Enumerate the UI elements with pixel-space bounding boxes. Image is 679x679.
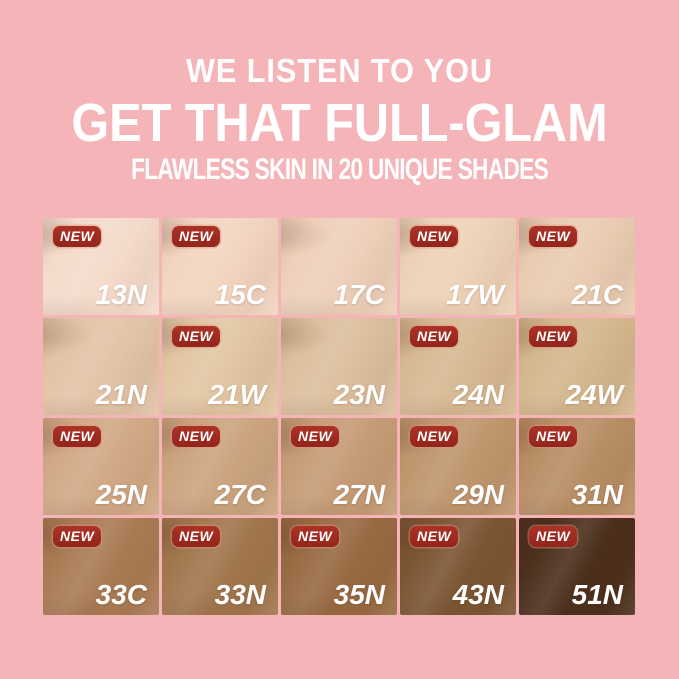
new-badge: NEW	[172, 526, 221, 547]
new-badge: NEW	[172, 226, 221, 247]
new-badge: NEW	[410, 226, 459, 247]
new-badge: NEW	[172, 326, 221, 347]
shade-swatch-23n: NEW 23N	[281, 318, 397, 415]
shade-swatch-43n: NEW 43N	[400, 518, 516, 615]
shade-code-label: 23N	[333, 379, 385, 410]
new-badge: NEW	[291, 426, 340, 447]
shade-swatch-25n: NEW 25N	[43, 418, 159, 515]
new-badge: NEW	[53, 426, 102, 447]
new-badge: NEW	[291, 526, 340, 547]
shade-code-label: 51N	[571, 579, 623, 610]
new-badge: NEW	[410, 426, 459, 447]
shade-code-label: 43N	[452, 579, 504, 610]
new-badge: NEW	[53, 526, 102, 547]
shade-swatch-17w: NEW 17W	[400, 218, 516, 315]
header-subtitle: FLAWLESS SKIN IN 20 UNIQUE SHADES	[130, 153, 549, 186]
shade-code-label: 35N	[333, 579, 385, 610]
new-badge: NEW	[529, 526, 578, 547]
shade-code-label: 27N	[333, 479, 385, 510]
shade-swatch-27c: NEW 27C	[162, 418, 278, 515]
shade-swatch-24w: NEW 24W	[519, 318, 635, 415]
shade-code-label: 29N	[452, 479, 504, 510]
shade-code-label: 24W	[565, 379, 623, 410]
header-tagline: WE LISTEN TO YOU	[185, 52, 494, 89]
shade-swatch-21n: NEW 21N	[43, 318, 159, 415]
shade-code-label: 33N	[214, 579, 266, 610]
shade-code-label: 21N	[95, 379, 147, 410]
shade-code-label: 13N	[95, 279, 147, 310]
shade-swatch-33n: NEW 33N	[162, 518, 278, 615]
shade-grid: NEW 13N NEW 15C NEW 17C NEW 17W NEW 21C …	[43, 218, 635, 615]
shade-swatch-17c: NEW 17C	[281, 218, 397, 315]
shade-swatch-27n: NEW 27N	[281, 418, 397, 515]
shade-code-label: 15C	[214, 279, 266, 310]
shade-code-label: 33C	[95, 579, 147, 610]
new-badge: NEW	[53, 226, 102, 247]
shade-code-label: 27C	[214, 479, 266, 510]
shade-code-label: 21C	[571, 279, 623, 310]
new-badge: NEW	[410, 526, 459, 547]
shade-code-label: 25N	[95, 479, 147, 510]
shade-swatch-29n: NEW 29N	[400, 418, 516, 515]
new-badge: NEW	[410, 326, 459, 347]
new-badge: NEW	[529, 326, 578, 347]
shade-swatch-13n: NEW 13N	[43, 218, 159, 315]
new-badge: NEW	[529, 426, 578, 447]
shade-code-label: 31N	[571, 479, 623, 510]
shade-code-label: 24N	[452, 379, 504, 410]
shade-swatch-35n: NEW 35N	[281, 518, 397, 615]
shade-swatch-21w: NEW 21W	[162, 318, 278, 415]
new-badge: NEW	[172, 426, 221, 447]
shade-code-label: 21W	[208, 379, 266, 410]
header-title: GET THAT FULL-GLAM	[71, 93, 608, 153]
shade-swatch-33c: NEW 33C	[43, 518, 159, 615]
shade-code-label: 17W	[446, 279, 504, 310]
shade-swatch-51n: NEW 51N	[519, 518, 635, 615]
new-badge: NEW	[529, 226, 578, 247]
shade-swatch-21c: NEW 21C	[519, 218, 635, 315]
shade-code-label: 17C	[333, 279, 385, 310]
shade-swatch-31n: NEW 31N	[519, 418, 635, 515]
shade-swatch-24n: NEW 24N	[400, 318, 516, 415]
shade-swatch-15c: NEW 15C	[162, 218, 278, 315]
